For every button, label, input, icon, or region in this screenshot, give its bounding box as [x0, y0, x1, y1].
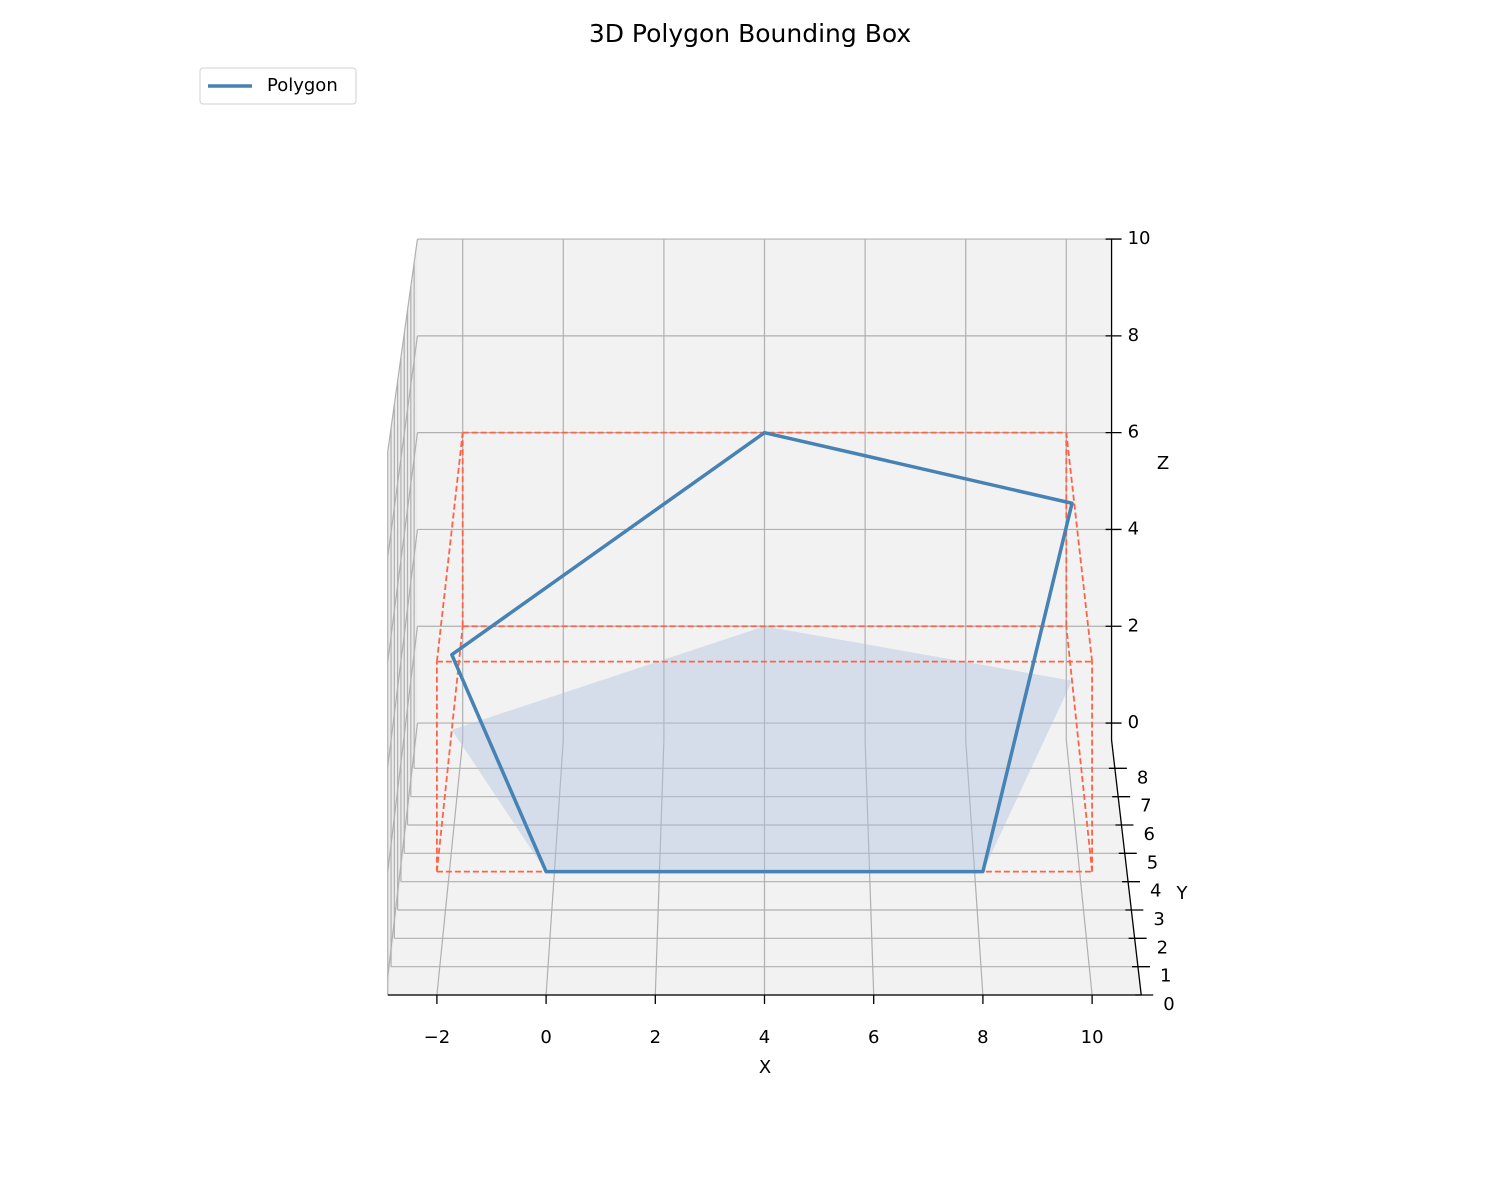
grid-line: [864, 739, 875, 996]
z-tick-label: 0: [1128, 712, 1139, 733]
z-tick-label: 2: [1128, 615, 1139, 636]
chart-title: 3D Polygon Bounding Box: [589, 19, 911, 48]
polygon-fill: [451, 626, 1073, 872]
y-tick-label: 6: [1143, 824, 1154, 845]
x-tick-label: 4: [759, 1027, 770, 1048]
grid-line: [436, 739, 464, 996]
z-tick-label: 8: [1128, 325, 1139, 346]
y-axis-label: Y: [1176, 883, 1189, 904]
grid-line: [387, 432, 419, 662]
y-axis: [1110, 739, 1142, 996]
grid-line: [387, 529, 419, 767]
y-tick-label: 3: [1153, 909, 1164, 930]
z-axis-label: Z: [1157, 453, 1169, 474]
y-tick-label: 0: [1163, 994, 1174, 1015]
legend-box: [199, 67, 357, 105]
bounding-box-edge: [436, 626, 464, 872]
grid-line: [387, 335, 419, 557]
grid-line: [387, 722, 419, 977]
z-tick-label: 4: [1128, 518, 1139, 539]
grid-line: [654, 739, 665, 996]
x-tick-label: 2: [650, 1027, 661, 1048]
legend-label: Polygon: [267, 75, 338, 96]
grid-line: [387, 238, 419, 452]
legend: Polygon: [199, 67, 357, 105]
x-tick-label: 10: [1081, 1027, 1104, 1048]
grid-line: [1065, 739, 1093, 996]
grid-line: [387, 626, 419, 872]
y-tick-label: 4: [1150, 881, 1161, 902]
y-tick-label: 5: [1147, 852, 1158, 873]
y-tick-label: 7: [1140, 796, 1151, 817]
z-tick-label: 6: [1128, 422, 1139, 443]
bounding-box-edge: [436, 432, 464, 662]
x-tick-label: 6: [868, 1027, 879, 1048]
x-tick-label: 8: [977, 1027, 988, 1048]
x-tick-label: 0: [540, 1027, 551, 1048]
grid-line: [965, 739, 984, 996]
y-tick-label: 1: [1160, 966, 1171, 987]
x-tick-label: −2: [424, 1027, 451, 1048]
y-tick-label: 2: [1157, 937, 1168, 958]
y-tick-label: 8: [1137, 767, 1148, 788]
x-axis-label: X: [759, 1057, 771, 1078]
z-tick-label: 10: [1128, 228, 1151, 249]
bounding-box-edge: [1065, 626, 1093, 872]
grid-line: [545, 739, 564, 996]
polygon-line: [450, 430, 1074, 874]
bounding-box-edge: [1065, 432, 1093, 662]
